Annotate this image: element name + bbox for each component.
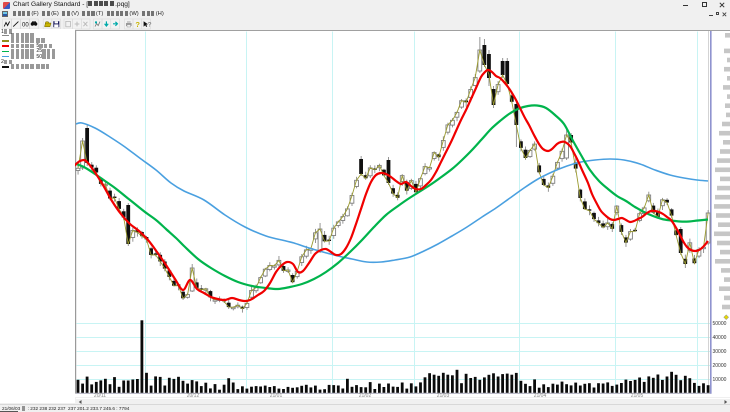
- svg-text:20/11: 20/11: [94, 393, 106, 399]
- svg-text:40000: 40000: [713, 335, 727, 341]
- svg-text:10000: 10000: [713, 377, 727, 383]
- svg-text:30000: 30000: [713, 349, 727, 355]
- svg-text:21/03: 21/03: [437, 393, 450, 399]
- svg-text:21/01: 21/01: [270, 393, 283, 399]
- svg-text:50000: 50000: [713, 321, 727, 327]
- svg-text:?: ?: [135, 20, 140, 29]
- svg-text:20/12: 20/12: [187, 393, 200, 399]
- svg-text:21/04: 21/04: [534, 393, 547, 399]
- svg-text:20000: 20000: [713, 363, 727, 369]
- svg-text:21/05: 21/05: [631, 393, 644, 399]
- svg-text:?: ?: [148, 22, 152, 29]
- svg-text:00: 00: [22, 23, 29, 29]
- svg-text:21/02: 21/02: [359, 393, 372, 399]
